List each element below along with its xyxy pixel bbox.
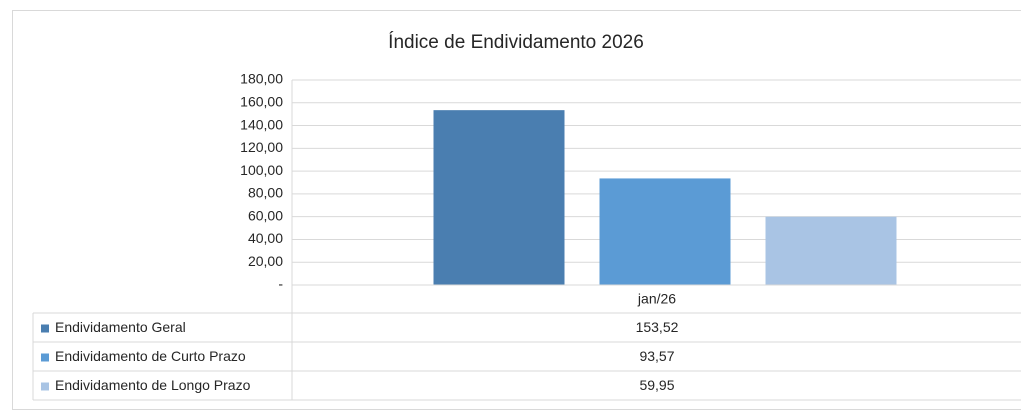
y-tick-label: 40,00: [248, 230, 283, 246]
legend-label: Endividamento de Longo Prazo: [55, 377, 251, 393]
chart-title: Índice de Endividamento 2026: [388, 32, 644, 53]
y-tick-label: 80,00: [248, 185, 283, 201]
y-tick-label: 20,00: [248, 253, 283, 269]
y-tick-label: 140,00: [240, 116, 283, 132]
y-tick-label: 120,00: [240, 139, 283, 155]
x-tick-label: jan/26: [637, 291, 676, 307]
y-tick-label: 180,00: [240, 71, 283, 87]
y-tick-label: 60,00: [248, 207, 283, 223]
bar: [433, 110, 565, 285]
bar: [765, 216, 897, 285]
bar: [599, 178, 731, 285]
data-table-value: 59,95: [639, 377, 674, 393]
legend-key: [41, 353, 49, 362]
y-tick-label: 160,00: [240, 93, 283, 109]
data-table-value: 93,57: [639, 348, 674, 364]
legend-key: [41, 382, 49, 391]
y-tick-label: 100,00: [240, 162, 283, 178]
legend-label: Endividamento Geral: [55, 319, 186, 335]
y-tick-label: -: [278, 276, 283, 292]
data-table-value: 153,52: [636, 319, 679, 335]
legend-key: [41, 324, 49, 333]
legend-label: Endividamento de Curto Prazo: [55, 348, 246, 364]
